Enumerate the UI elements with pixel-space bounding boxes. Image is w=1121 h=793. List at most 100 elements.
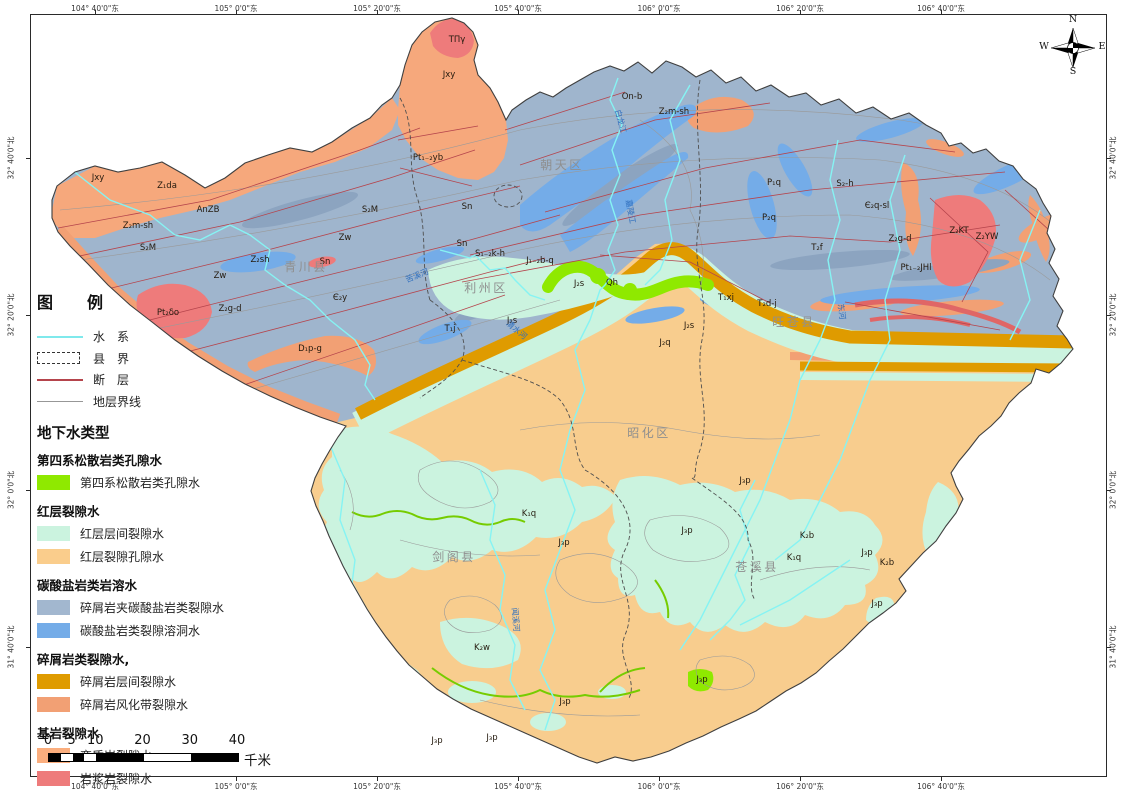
quaternary-green-blob: [590, 268, 606, 284]
groundwater-item-label: 红层层间裂隙水: [80, 527, 165, 541]
scale-bar-segment: [190, 754, 238, 761]
grid-tick: [26, 315, 30, 316]
carbonate-blue-lens: [747, 171, 777, 239]
compass-west-label: W: [1039, 41, 1049, 52]
metamorphic-area-nw: [52, 98, 400, 238]
scale-tick-label: 5: [67, 733, 76, 748]
code-label: K₂w: [474, 643, 490, 653]
legend-line-items: 水 系县 界断 层地层界线: [37, 326, 282, 412]
mint-patch-jiange: [318, 426, 616, 582]
map-canvas: TΠγ Jxy Jxy Z₁da AnZB Z₂m-sh S₂M S₂M Pt₁₋₂yb Zw Zw…: [51, 17, 1074, 764]
scale-bar-unit: 千米: [244, 753, 271, 769]
code-label: Z₂m-sh: [659, 107, 689, 117]
groundwater-item: 红层层间裂隙水: [37, 522, 282, 545]
longitude-label-bottom: 106° 20'0"东: [776, 782, 824, 791]
groundwater-item-label: 碎屑岩夹碳酸盐岩类裂隙水: [80, 601, 225, 615]
clastic-amber-strip2: [799, 361, 1073, 373]
river-lines: [71, 77, 1041, 731]
scale-tick-label: 0: [43, 733, 53, 748]
groundwater-title: 地下水类型: [37, 426, 110, 442]
legend-item-label: 断 层: [93, 373, 130, 388]
magmatic-red-blob: [930, 195, 996, 287]
code-label: Zw: [214, 271, 227, 281]
code-label: Z₁da: [157, 181, 177, 191]
grid-tick: [800, 10, 801, 14]
carbonate-blue-lens: [777, 143, 813, 197]
legend-title: 图 例: [37, 293, 113, 312]
code-label: J₃p: [860, 548, 872, 558]
longitude-label-top: 105° 20'0"东: [353, 4, 401, 13]
weathered-salmon-lens: [247, 335, 376, 376]
scale-bar-segment: [60, 754, 73, 761]
groundwater-group-header: 碎屑岩类裂隙水,: [37, 652, 130, 667]
code-label: K₂b: [880, 558, 894, 568]
groundwater-item: 第四系松散岩类孔隙水: [37, 471, 282, 494]
grid-tick: [377, 777, 378, 781]
place-label: 旺苍县: [772, 315, 816, 329]
grid-tick: [236, 777, 237, 781]
compass-rose-icon: [1050, 27, 1096, 69]
carbonate-blue-lens: [856, 118, 924, 142]
carbonate-blue-lens: [415, 246, 465, 264]
code-label: S₂M: [140, 243, 156, 253]
groundwater-item-label: 第四系松散岩类孔隙水: [80, 476, 201, 490]
code-label: K₁q: [522, 509, 536, 519]
carbonate-blue-lens: [820, 285, 980, 305]
grid-tick: [659, 10, 660, 14]
scale-bar-track: [48, 753, 239, 762]
code-label: Jxy: [91, 173, 105, 183]
map-label-layer: TΠγ Jxy Jxy Z₁da AnZB Z₂m-sh S₂M S₂M Pt₁₋₂yb Zw Zw…: [91, 35, 999, 746]
quaternary-squiggle: [599, 579, 670, 693]
code-label: Jxy: [442, 70, 456, 80]
code-label: Sn: [320, 257, 331, 267]
color-swatch: [37, 623, 70, 638]
latitude-label-left: 32° 0'0"北: [6, 470, 16, 510]
code-label: On-b: [622, 92, 643, 102]
color-swatch: [37, 526, 70, 541]
fault-symbol-icon: [37, 379, 83, 381]
groundwater-item: 碳酸盐岩类裂隙溶洞水: [37, 619, 282, 642]
color-swatch: [37, 475, 70, 490]
code-label: Z₂g-d: [218, 304, 241, 314]
color-swatch: [37, 697, 70, 712]
grid-tick: [95, 10, 96, 14]
legend-item-strat: 地层界线: [37, 391, 282, 413]
magmatic-red-lens: [308, 256, 336, 268]
grayblue-lens: [562, 144, 678, 226]
grid-tick: [236, 10, 237, 14]
place-label: 利州区: [464, 281, 508, 295]
code-label: Є₂q-sl: [865, 201, 890, 211]
code-label: Sn: [457, 239, 468, 249]
grid-tick: [377, 10, 378, 14]
latitude-label-left: 31° 40'0"北: [6, 625, 16, 669]
place-label: 剑阁县: [432, 549, 476, 564]
longitude-label-bottom: 106° 40'0"东: [917, 782, 965, 791]
code-label: D₁p-g: [298, 344, 322, 354]
legend-item-label: 水 系: [93, 330, 130, 345]
quaternary-green-blob: [623, 283, 637, 297]
code-label: J₃p: [430, 736, 442, 746]
code-label: Z₂g-d: [888, 234, 911, 244]
scale-bar-segment: [72, 754, 85, 761]
carbonate-blue-band: [560, 151, 689, 252]
code-label: T₁xj: [717, 293, 734, 303]
groundwater-item: 碎屑岩层间裂隙水: [37, 670, 282, 693]
salmon-patch: [686, 96, 754, 133]
grid-tick: [26, 647, 30, 648]
carbonate-blue-lens: [625, 306, 685, 324]
code-label: K₂b: [800, 531, 814, 541]
code-label: T₂f: [810, 243, 824, 253]
code-label: T₁j: [444, 324, 456, 334]
code-label: T₂d-j: [756, 299, 776, 309]
groundwater-item: 碎屑岩风化带裂隙水: [37, 693, 282, 716]
legend-item-fault: 断 层: [37, 369, 282, 391]
legend-item-river: 水 系: [37, 326, 282, 348]
latitude-label-left: 32° 20'0"北: [6, 293, 16, 337]
groundwater-item-label: 岩浆岩裂隙水: [80, 772, 153, 786]
code-label: S₁₋₂k-h: [475, 249, 505, 259]
county-symbol-icon: [37, 352, 83, 365]
groundwater-item-label: 碎屑岩风化带裂隙水: [80, 698, 189, 712]
fault-lines: [57, 91, 1061, 389]
longitude-label-top: 105° 40'0"东: [494, 4, 542, 13]
latitude-label-left: 32° 40'0"北: [6, 136, 16, 180]
